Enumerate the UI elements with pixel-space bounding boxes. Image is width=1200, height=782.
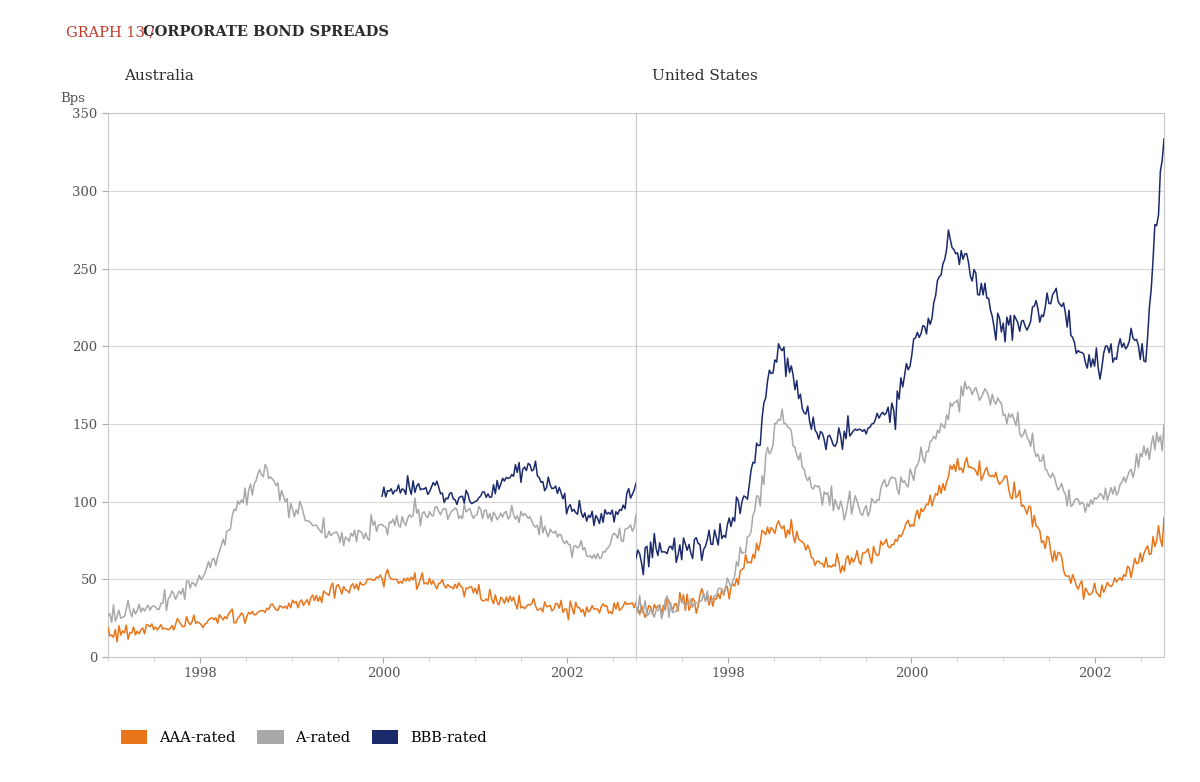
Text: Bps: Bps bbox=[60, 92, 85, 106]
Text: United States: United States bbox=[652, 70, 757, 84]
Legend: AAA-rated, A-rated, BBB-rated: AAA-rated, A-rated, BBB-rated bbox=[115, 725, 492, 752]
Text: Australia: Australia bbox=[124, 70, 193, 84]
Text: GRAPH 13 /: GRAPH 13 / bbox=[66, 25, 158, 39]
Text: CORPORATE BOND SPREADS: CORPORATE BOND SPREADS bbox=[143, 25, 389, 39]
